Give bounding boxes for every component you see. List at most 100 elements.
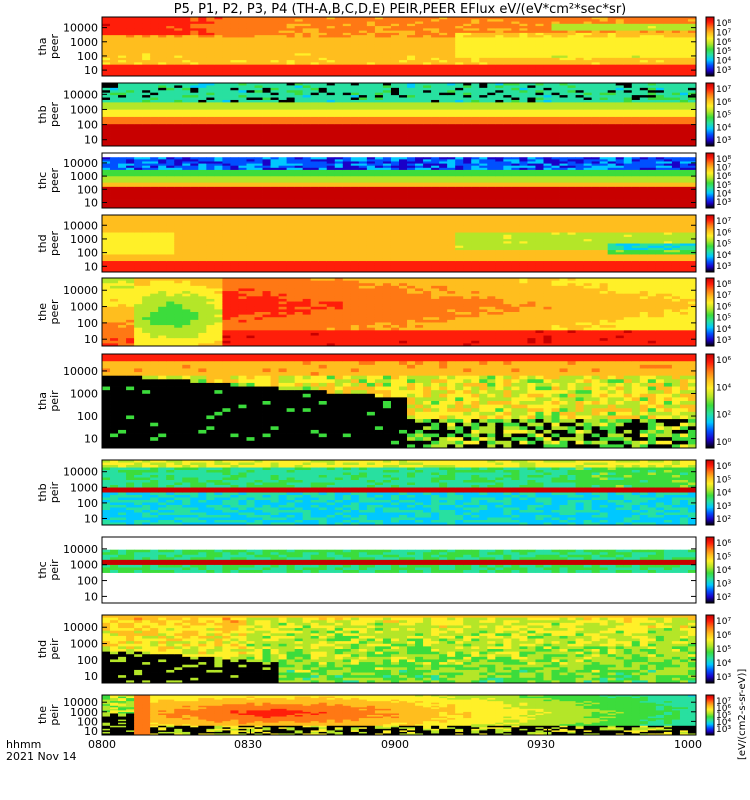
y-tick-label: 100: [77, 50, 98, 63]
panel-thb_peer: 10000 1000 100 10 thb peer 10⁷ 10⁶ 10⁵ 10⁴ 10³: [36, 82, 731, 147]
panel-thb_peir: 10000 1000 100 10 thb peir 10⁶ 10⁵ 10⁴ 10³ 10²: [36, 459, 731, 526]
y-tick-label: 100: [77, 317, 98, 330]
x-axis: 0800 0830 0900 0930 1000 hhmm 2021 Nov 1…: [6, 738, 702, 763]
colorbar-tick-label: 10⁸: [716, 19, 731, 29]
y-tick-label: 10000: [63, 696, 98, 709]
colorbar-tick-label: 10³: [716, 725, 731, 735]
y-axis-label-species: peer: [48, 34, 61, 60]
colorbar-tick-label: 10⁴: [716, 566, 731, 576]
y-axis-label-species: peer: [48, 102, 61, 128]
y-axis-label-species: peir: [48, 559, 61, 581]
y-axis-label-species: peer: [48, 168, 61, 194]
panel-thc_peir: 10000 1000 100 10 thc peir 10⁶ 10⁵ 10⁴ 10³ 10²: [36, 536, 731, 604]
colorbar-tick-label: 10⁶: [716, 172, 731, 182]
colorbar-tick-label: 10⁵: [716, 240, 731, 250]
y-tick-label: 10000: [63, 284, 98, 297]
colorbar-tick-label: 10⁰: [716, 438, 731, 448]
colorbar: [705, 694, 715, 736]
x-tick-label-1000: 1000: [674, 738, 702, 751]
colorbar-tick-label: 10⁴: [716, 489, 731, 499]
colorbar-tick-label: 10⁷: [716, 697, 731, 707]
colorbar-tick-label: 10⁵: [716, 711, 731, 721]
y-axis-label-species: peir: [48, 390, 61, 412]
y-axis-label-probe: thc: [36, 561, 49, 578]
y-tick-label: 10: [84, 590, 98, 603]
y-tick-label: 10: [84, 513, 98, 526]
colorbar-tick-label: 10⁷: [716, 291, 731, 301]
y-axis-label-probe: tha: [36, 392, 49, 410]
y-tick-label: 100: [77, 715, 98, 728]
colorbar-tick-label: 10⁸: [716, 155, 731, 165]
colorbar-tick-label: 10⁵: [716, 475, 731, 485]
colorbar-tick-label: 10⁴: [716, 659, 731, 669]
y-tick-label: 10: [84, 433, 98, 446]
colorbar-tick-label: 10⁶: [716, 631, 731, 641]
colorbar-tick-label: 10⁷: [716, 85, 731, 95]
y-tick-label: 100: [77, 497, 98, 510]
y-axis-label-probe: thd: [36, 234, 49, 252]
colorbar-tick-label: 10²: [716, 593, 731, 603]
colorbar: [705, 614, 715, 684]
colorbar-tick-label: 10⁶: [716, 38, 731, 48]
y-tick-label: 10000: [63, 157, 98, 170]
y-tick-label: 100: [77, 183, 98, 196]
colorbar-tick-label: 10⁴: [716, 718, 731, 728]
colorbar-tick-label: 10⁸: [716, 280, 731, 290]
colorbar-tick-label: 10⁶: [716, 539, 731, 549]
y-axis-label-probe: thd: [36, 640, 49, 658]
y-tick-label: 10: [84, 134, 98, 147]
y-tick-label: 100: [77, 119, 98, 132]
y-tick-label: 1000: [70, 706, 98, 719]
y-tick-label: 10: [84, 260, 98, 273]
y-tick-label: 1000: [70, 481, 98, 494]
x-tick-label-0900: 0900: [381, 738, 409, 751]
colorbar: [705, 82, 715, 147]
y-tick-label: 1000: [70, 233, 98, 246]
colorbar-tick-label: 10⁶: [716, 356, 731, 366]
colorbar-tick-label: 10⁵: [716, 314, 731, 324]
y-tick-label: 1000: [70, 170, 98, 183]
colorbar-tick-label: 10⁴: [716, 123, 731, 133]
colorbar-tick-label: 10⁷: [716, 617, 731, 627]
figure-title: P5, P1, P2, P3, P4 (TH-A,B,C,D,E) PEIR,P…: [174, 2, 627, 17]
y-axis-label-species: peer: [48, 231, 61, 257]
y-tick-label: 10: [84, 333, 98, 346]
colorbar-tick-label: 10³: [716, 136, 731, 146]
y-tick-label: 100: [77, 654, 98, 667]
colorbar-tick-label: 10³: [716, 66, 731, 76]
colorbar-tick-label: 10⁴: [716, 251, 731, 261]
colorbar-tick-label: 10⁶: [716, 302, 731, 312]
colorbar: [705, 459, 715, 526]
colorbar-tick-label: 10³: [716, 262, 731, 272]
y-tick-label: 1000: [70, 301, 98, 314]
y-tick-label: 10000: [63, 22, 98, 35]
colorbar-tick-label: 10⁴: [716, 189, 731, 199]
y-axis-label-species: peir: [48, 638, 61, 660]
colorbar-tick-label: 10²: [716, 515, 731, 525]
colorbar: [705, 353, 715, 449]
colorbar: [705, 214, 715, 273]
x-tick-label-0930: 0930: [527, 738, 555, 751]
y-axis-label-probe: thc: [36, 172, 49, 189]
colorbar-tick-label: 10³: [716, 580, 731, 590]
y-tick-label: 10: [84, 64, 98, 77]
y-axis-label-species: peer: [48, 299, 61, 325]
colorbar-tick-label: 10⁶: [716, 98, 731, 108]
y-axis-label-probe: the: [36, 303, 49, 321]
colorbar-units-label: [eV/(cm2-s-sr-eV)]: [737, 669, 748, 760]
colorbar: [705, 16, 715, 77]
y-tick-label: 10: [84, 197, 98, 210]
colorbar-tick-label: 10⁵: [716, 111, 731, 121]
x-axis-label-date: 2021 Nov 14: [6, 750, 76, 763]
colorbar-tick-label: 10⁴: [716, 325, 731, 335]
y-tick-label: 1000: [70, 638, 98, 651]
colorbar-tick-label: 10⁷: [716, 164, 731, 174]
y-tick-label: 1000: [70, 387, 98, 400]
